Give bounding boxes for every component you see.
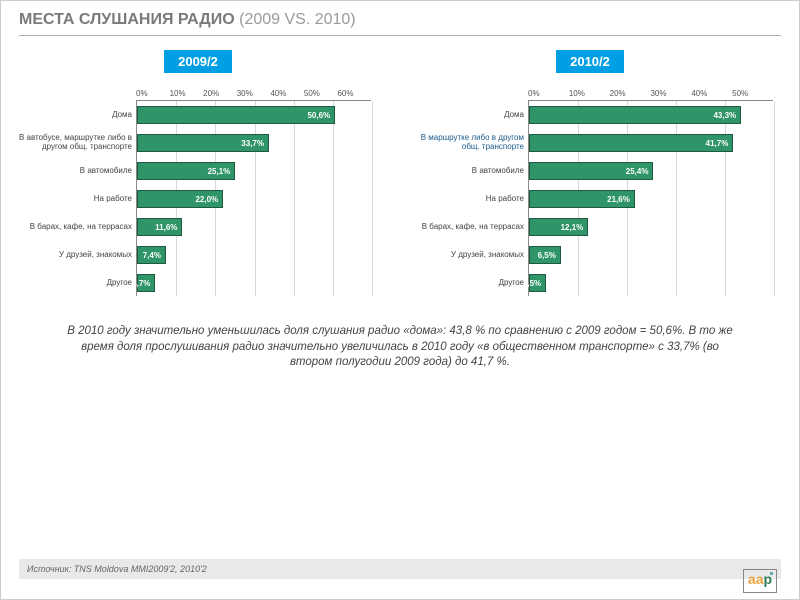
x-tick: 50%: [732, 89, 773, 98]
bar: 25,1%: [137, 162, 235, 180]
category-label: В маршрутке либо в другом общ. транспорт…: [404, 134, 529, 152]
bar-value-label: 22,0%: [195, 195, 218, 204]
bar-value-label: 41,7%: [706, 139, 729, 148]
x-axis-2010: 0%10%20%30%40%50%: [528, 89, 773, 98]
category-label: В автомобиле: [404, 167, 529, 176]
category-label: У друзей, знакомых: [404, 251, 529, 260]
charts-container: 2009/2 0%10%20%30%40%50%60% Дома50,6%В а…: [1, 36, 799, 296]
x-tick: 30%: [237, 89, 271, 98]
gridline: [774, 101, 775, 296]
bar-row: Дома50,6%: [137, 101, 371, 129]
category-label: У друзей, знакомых: [12, 251, 137, 260]
bar: 21,6%: [529, 190, 635, 208]
x-tick: 40%: [270, 89, 304, 98]
bar-value-label: 12,1%: [561, 223, 584, 232]
bar-row: В барах, кафе, на террасах11,6%: [137, 213, 371, 241]
x-tick: 50%: [304, 89, 338, 98]
bar: 43,3%: [529, 106, 741, 124]
bar-row: Другое4,7%: [137, 269, 371, 297]
bar-value-label: 7,4%: [143, 251, 161, 260]
chart-2009: 2009/2 0%10%20%30%40%50%60% Дома50,6%В а…: [11, 50, 385, 296]
category-label: На работе: [12, 195, 137, 204]
x-tick: 60%: [337, 89, 371, 98]
chart-body-2010: Дома43,3%В маршрутке либо в другом общ. …: [528, 100, 773, 296]
bar-value-label: 43,3%: [713, 111, 736, 120]
x-tick: 20%: [203, 89, 237, 98]
bar: 25,4%: [529, 162, 653, 180]
bar: 12,1%: [529, 218, 588, 236]
x-tick: 30%: [650, 89, 691, 98]
chart-body-2009: Дома50,6%В автобусе, маршрутке либо в др…: [136, 100, 371, 296]
bar-value-label: 25,4%: [626, 167, 649, 176]
x-tick: 40%: [691, 89, 732, 98]
category-label: Другое: [404, 279, 529, 288]
bar-row: В маршрутке либо в другом общ. транспорт…: [529, 129, 773, 157]
category-label: Дома: [404, 111, 529, 120]
bar-value-label: 21,6%: [607, 195, 630, 204]
bar: 33,7%: [137, 134, 269, 152]
bar: 4,7%: [137, 274, 155, 292]
bar-row: У друзей, знакомых7,4%: [137, 241, 371, 269]
x-tick: 10%: [170, 89, 204, 98]
title-light: (2009 VS. 2010): [239, 11, 356, 28]
x-tick: 0%: [528, 89, 569, 98]
bar-row: Другое3,5%: [529, 269, 773, 297]
category-label: В автобусе, маршрутке либо в другом общ.…: [12, 134, 137, 152]
year-badge-2009: 2009/2: [164, 50, 232, 73]
logo-a2: a: [756, 571, 764, 587]
logo-a1: a: [748, 571, 756, 587]
bar: 3,5%: [529, 274, 546, 292]
category-label: В автомобиле: [12, 167, 137, 176]
bar-row: На работе21,6%: [529, 185, 773, 213]
bar: 41,7%: [529, 134, 733, 152]
source-text: Источник: TNS Moldova MMI2009'2, 2010'2: [27, 564, 207, 574]
bar-row: В автобусе, маршрутке либо в другом общ.…: [137, 129, 371, 157]
bar: 22,0%: [137, 190, 223, 208]
category-label: В барах, кафе, на террасах: [12, 223, 137, 232]
x-tick: 0%: [136, 89, 170, 98]
x-tick: 10%: [569, 89, 610, 98]
bar-row: В автомобиле25,4%: [529, 157, 773, 185]
footer: Источник: TNS Moldova MMI2009'2, 2010'2 …: [1, 559, 799, 599]
bar: 11,6%: [137, 218, 182, 236]
bar: 7,4%: [137, 246, 166, 264]
bar: 50,6%: [137, 106, 335, 124]
bar-row: На работе22,0%: [137, 185, 371, 213]
chart-2010: 2010/2 0%10%20%30%40%50% Дома43,3%В марш…: [403, 50, 777, 296]
bar-value-label: 50,6%: [307, 111, 330, 120]
bar-row: Дома43,3%: [529, 101, 773, 129]
x-axis-2009: 0%10%20%30%40%50%60%: [136, 89, 371, 98]
slide: МЕСТА СЛУШАНИЯ РАДИО (2009 VS. 2010) 200…: [0, 0, 800, 600]
bar-value-label: 33,7%: [241, 139, 264, 148]
logo-dot: [770, 572, 773, 575]
footer-bar: Источник: TNS Moldova MMI2009'2, 2010'2: [19, 559, 781, 579]
bar-row: В барах, кафе, на террасах12,1%: [529, 213, 773, 241]
x-tick: 20%: [610, 89, 651, 98]
category-label: Дома: [12, 111, 137, 120]
commentary-text: В 2010 году значительно уменьшилась доля…: [1, 296, 799, 371]
category-label: На работе: [404, 195, 529, 204]
title-bold: МЕСТА СЛУШАНИЯ РАДИО: [19, 11, 235, 28]
bar-row: У друзей, знакомых6,5%: [529, 241, 773, 269]
bar-row: В автомобиле25,1%: [137, 157, 371, 185]
year-badge-2010: 2010/2: [556, 50, 624, 73]
bar-value-label: 6,5%: [538, 251, 556, 260]
bar-value-label: 11,6%: [155, 223, 177, 232]
category-label: Другое: [12, 279, 137, 288]
bar: 6,5%: [529, 246, 561, 264]
logo: aap: [743, 569, 777, 593]
title-bar: МЕСТА СЛУШАНИЯ РАДИО (2009 VS. 2010): [1, 1, 799, 29]
bar-value-label: 25,1%: [208, 167, 231, 176]
gridline: [372, 101, 373, 296]
category-label: В барах, кафе, на террасах: [404, 223, 529, 232]
